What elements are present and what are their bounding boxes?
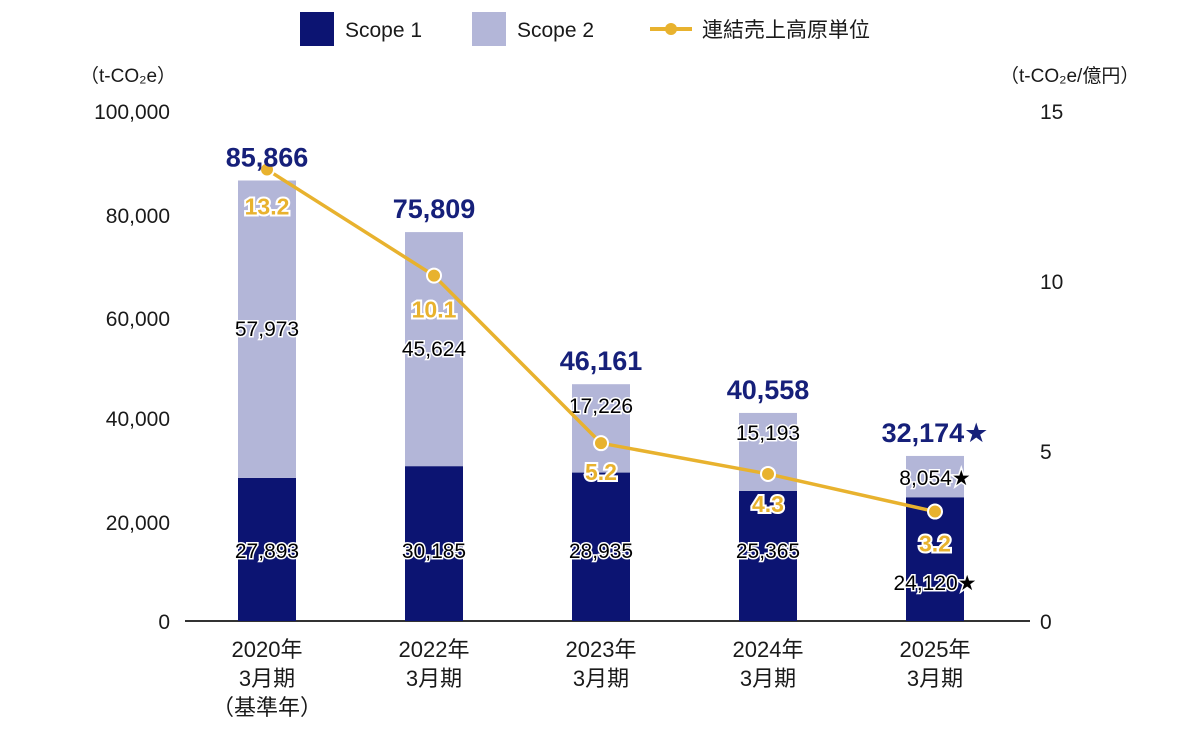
intensity-point (760, 465, 776, 482)
legend: Scope 1 Scope 2 連結売上高原単位 (300, 12, 870, 46)
category-label: 3月期 (239, 666, 295, 691)
bar-scope2 (572, 384, 630, 473)
bar-scope1 (238, 477, 296, 621)
bar-scope1 (739, 490, 797, 621)
category-label: 2023年 (566, 637, 637, 662)
category-label: 2020年 (232, 637, 303, 662)
scope2-value-label: 45,624 (402, 338, 467, 361)
bars-layer (238, 180, 964, 621)
left-tick-label: 0 (158, 611, 170, 634)
intensity-point (426, 267, 442, 284)
right-tick-label: 0 (1040, 611, 1052, 634)
scope1-value-label: 30,185 (402, 540, 466, 563)
right-axis-ticks: 0 5 10 15 (1040, 101, 1063, 634)
category-label: 3月期 (573, 666, 629, 691)
total-value-label: 75,809 (393, 194, 476, 224)
scope2-value-label: 15,193 (736, 422, 800, 445)
intensity-line-layer: 13.2 10.1 5.2 4.3 3.2 (243, 161, 953, 559)
intensity-point (927, 503, 943, 520)
scope1-value-label: 24,120★ (893, 572, 976, 595)
left-axis-unit: （t-CO₂e） (80, 65, 176, 87)
bar-scope1 (572, 472, 630, 621)
left-tick-label: 100,000 (94, 101, 170, 124)
scope2-value-label: 57,973 (235, 318, 299, 341)
category-label: 2022年 (399, 637, 470, 662)
scope1-value-label: 25,365 (736, 540, 800, 563)
left-axis-ticks: 0 20,000 40,000 60,000 80,000 100,000 (94, 101, 170, 634)
intensity-value-label: 13.2 (245, 194, 290, 220)
category-labels-layer: 2020年 3月期 （基準年） 2022年 3月期 2023年 3月期 2024年 3月期 202… (212, 637, 970, 720)
left-tick-label: 40,000 (106, 408, 170, 431)
intensity-value-label: 4.3 (752, 491, 784, 517)
bar-scope2 (906, 455, 964, 498)
bar-scope1 (405, 466, 463, 621)
right-axis-unit: （t-CO₂e/億円） (1000, 65, 1139, 87)
legend-label-scope2: Scope 2 (517, 19, 594, 42)
category-label: 3月期 (740, 666, 796, 691)
intensity-value-label: 10.1 (412, 297, 457, 323)
scope1-value-label: 27,893 (235, 540, 299, 563)
category-label: 2025年 (900, 637, 971, 662)
scope2-value-label: 17,226 (569, 395, 633, 418)
legend-swatch-scope1 (300, 12, 334, 46)
legend-label-intensity: 連結売上高原単位 (702, 19, 870, 42)
legend-label-scope1: Scope 1 (345, 19, 422, 42)
category-label: 3月期 (907, 666, 963, 691)
total-value-label: 32,174★ (882, 418, 989, 448)
segment-labels-layer: 27,893 57,973 30,185 45,624 28,935 17,226 25,3… (233, 317, 978, 597)
intensity-point (593, 435, 609, 452)
total-value-label: 40,558 (727, 375, 810, 405)
right-tick-label: 5 (1040, 441, 1052, 464)
total-value-label: 46,161 (560, 346, 643, 376)
left-tick-label: 80,000 (106, 205, 170, 228)
total-value-label: 85,866 (226, 143, 309, 173)
right-tick-label: 15 (1040, 101, 1063, 124)
intensity-point (259, 161, 275, 178)
legend-line-marker (665, 23, 677, 35)
category-label: 2024年 (733, 637, 804, 662)
legend-swatch-scope2 (472, 12, 506, 46)
bar-scope2 (238, 180, 296, 478)
left-tick-label: 60,000 (106, 308, 170, 331)
scope1-value-label: 28,935 (569, 540, 633, 563)
left-tick-label: 20,000 (106, 512, 170, 535)
category-label: （基準年） (212, 695, 322, 720)
category-label: 3月期 (406, 666, 462, 691)
scope2-value-label: 8,054★ (899, 467, 970, 490)
right-tick-label: 10 (1040, 271, 1063, 294)
totals-layer: 85,866 75,809 46,161 40,558 32,174★ (226, 143, 989, 448)
intensity-value-label: 3.2 (919, 531, 951, 557)
intensity-value-label: 5.2 (585, 459, 617, 485)
